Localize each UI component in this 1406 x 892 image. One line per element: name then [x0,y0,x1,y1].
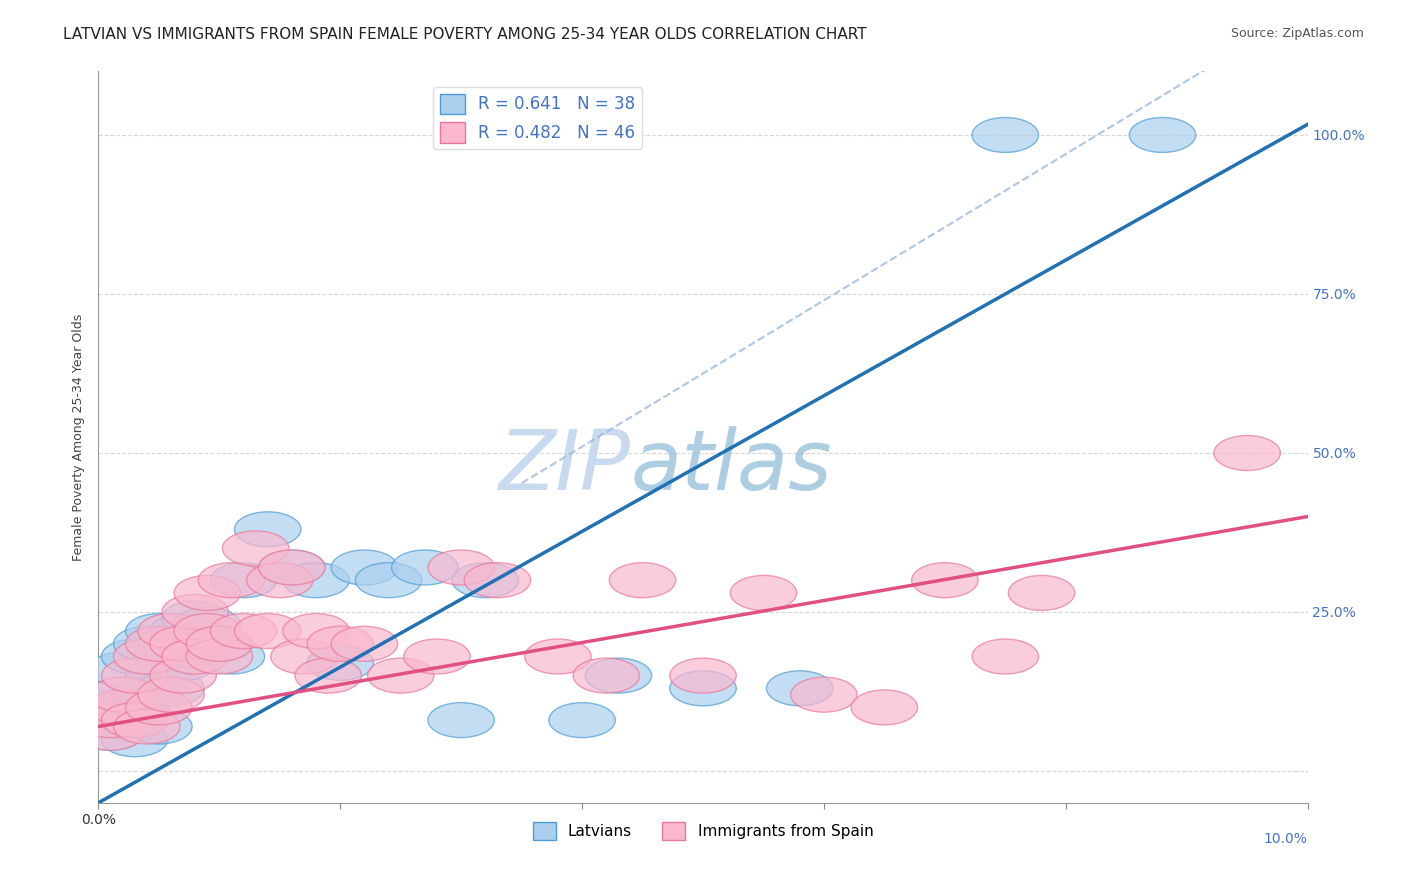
Ellipse shape [198,639,264,674]
Text: atlas: atlas [630,425,832,507]
Ellipse shape [77,690,143,725]
Ellipse shape [186,626,253,661]
Legend: Latvians, Immigrants from Spain: Latvians, Immigrants from Spain [526,815,880,847]
Text: 10.0%: 10.0% [1264,832,1308,846]
Text: Source: ZipAtlas.com: Source: ZipAtlas.com [1230,27,1364,40]
Ellipse shape [972,118,1039,153]
Ellipse shape [246,563,314,598]
Ellipse shape [259,550,325,585]
Ellipse shape [150,614,217,648]
Ellipse shape [101,639,167,674]
Ellipse shape [609,563,676,598]
Text: ZIP: ZIP [499,425,630,507]
Ellipse shape [766,671,832,706]
Ellipse shape [356,563,422,598]
Ellipse shape [162,632,228,667]
Ellipse shape [186,626,253,661]
Ellipse shape [307,646,374,681]
Ellipse shape [283,614,349,648]
Ellipse shape [150,646,217,681]
Ellipse shape [392,550,458,585]
Ellipse shape [585,658,651,693]
Ellipse shape [114,709,180,744]
Ellipse shape [150,658,217,693]
Ellipse shape [211,563,277,598]
Ellipse shape [150,626,217,661]
Ellipse shape [669,671,737,706]
Ellipse shape [90,677,156,712]
Ellipse shape [404,639,470,674]
Ellipse shape [453,563,519,598]
Ellipse shape [295,658,361,693]
Ellipse shape [125,690,193,725]
Ellipse shape [524,639,591,674]
Ellipse shape [548,703,616,738]
Ellipse shape [332,550,398,585]
Ellipse shape [90,703,156,738]
Ellipse shape [1213,435,1281,470]
Ellipse shape [730,575,797,610]
Ellipse shape [307,626,374,661]
Ellipse shape [138,614,204,648]
Ellipse shape [1129,118,1195,153]
Ellipse shape [911,563,979,598]
Ellipse shape [427,550,495,585]
Ellipse shape [464,563,530,598]
Ellipse shape [283,563,349,598]
Ellipse shape [271,639,337,674]
Ellipse shape [174,607,240,642]
Ellipse shape [235,512,301,547]
Ellipse shape [186,639,253,674]
Ellipse shape [162,594,228,630]
Ellipse shape [222,531,288,566]
Ellipse shape [101,722,167,756]
Ellipse shape [114,639,180,674]
Ellipse shape [125,626,193,661]
Ellipse shape [851,690,918,725]
Ellipse shape [77,715,143,750]
Ellipse shape [125,658,193,693]
Ellipse shape [162,601,228,636]
Ellipse shape [114,626,180,661]
Ellipse shape [138,671,204,706]
Ellipse shape [138,677,204,712]
Ellipse shape [669,658,737,693]
Ellipse shape [972,639,1039,674]
Ellipse shape [125,709,193,744]
Text: LATVIAN VS IMMIGRANTS FROM SPAIN FEMALE POVERTY AMONG 25-34 YEAR OLDS CORRELATIO: LATVIAN VS IMMIGRANTS FROM SPAIN FEMALE … [63,27,868,42]
Ellipse shape [332,626,398,661]
Y-axis label: Female Poverty Among 25-34 Year Olds: Female Poverty Among 25-34 Year Olds [72,313,86,561]
Ellipse shape [259,550,325,585]
Ellipse shape [211,614,277,648]
Ellipse shape [114,677,180,712]
Ellipse shape [138,626,204,661]
Ellipse shape [90,652,156,687]
Ellipse shape [101,703,167,738]
Ellipse shape [101,690,167,725]
Ellipse shape [198,563,264,598]
Ellipse shape [574,658,640,693]
Ellipse shape [367,658,434,693]
Ellipse shape [162,639,228,674]
Ellipse shape [90,677,156,712]
Ellipse shape [77,703,143,738]
Ellipse shape [101,658,167,693]
Ellipse shape [125,614,193,648]
Ellipse shape [790,677,858,712]
Ellipse shape [174,614,240,648]
Ellipse shape [1008,575,1074,610]
Ellipse shape [235,614,301,648]
Ellipse shape [427,703,495,738]
Ellipse shape [77,715,143,750]
Ellipse shape [90,690,156,725]
Ellipse shape [174,575,240,610]
